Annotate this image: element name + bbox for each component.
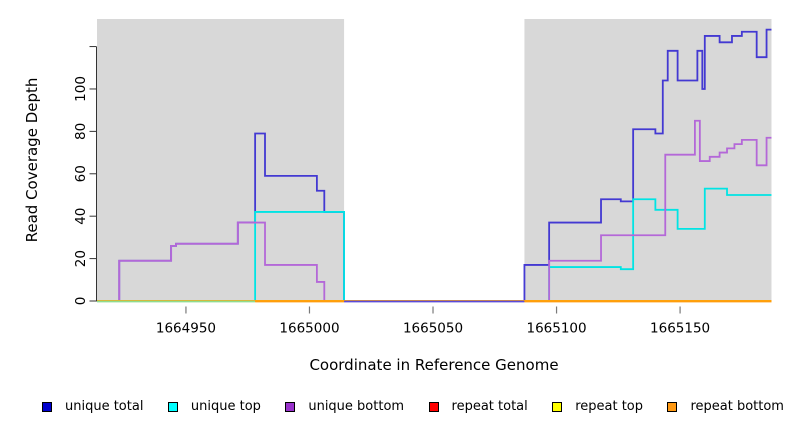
legend-item-repeat-bottom: repeat bottom bbox=[667, 399, 784, 414]
series-unique-top-line bbox=[97, 187, 772, 302]
y-tick-label: 80 bbox=[73, 123, 89, 140]
left-shaded-region bbox=[97, 19, 345, 301]
coverage-chart: 0 20 40 60 80 100 1664950 1665000 1665050 1665100… bbox=[73, 19, 772, 337]
legend-swatch-icon bbox=[167, 401, 178, 412]
legend-label: repeat bottom bbox=[690, 399, 784, 414]
series-unique-bottom-line bbox=[97, 119, 772, 302]
x-tick-label: 1664950 bbox=[156, 321, 216, 337]
y-tick-label: 20 bbox=[73, 250, 89, 267]
y-tick-label: 40 bbox=[73, 208, 89, 225]
x-axis-title: Coordinate in Reference Genome bbox=[309, 356, 559, 374]
legend-swatch-icon bbox=[552, 401, 563, 412]
legend-item-repeat-total: repeat total bbox=[428, 399, 528, 414]
y-tick-label: 60 bbox=[73, 165, 89, 182]
legend-label: unique total bbox=[65, 399, 144, 414]
legend-swatch-icon bbox=[285, 401, 296, 412]
x-tick-label: 1665050 bbox=[403, 321, 463, 337]
legend-swatch-icon bbox=[42, 401, 52, 412]
x-tick-label: 1665000 bbox=[279, 321, 339, 337]
legend: unique total unique top unique bottom repea… bbox=[42, 399, 784, 414]
legend-swatch-icon bbox=[428, 401, 439, 412]
x-tick-label: 1665150 bbox=[650, 321, 710, 337]
legend-item-unique-bottom: unique bottom bbox=[285, 399, 404, 414]
legend-label: unique top bbox=[190, 399, 261, 414]
legend-item-repeat-top: repeat top bbox=[552, 399, 643, 414]
y-tick-label: 0 bbox=[73, 297, 89, 306]
legend-swatch-icon bbox=[667, 401, 678, 412]
y-axis-title: Read Coverage Depth bbox=[23, 77, 41, 243]
legend-label: repeat top bbox=[575, 399, 643, 414]
right-shaded-region bbox=[524, 19, 772, 301]
legend-label: repeat total bbox=[451, 399, 528, 414]
legend-item-unique-top: unique top bbox=[167, 399, 261, 414]
legend-label: unique bottom bbox=[308, 399, 405, 414]
x-tick-label: 1665100 bbox=[526, 321, 586, 337]
legend-item-unique-total: unique total bbox=[42, 399, 143, 414]
y-tick-label: 100 bbox=[73, 76, 89, 102]
